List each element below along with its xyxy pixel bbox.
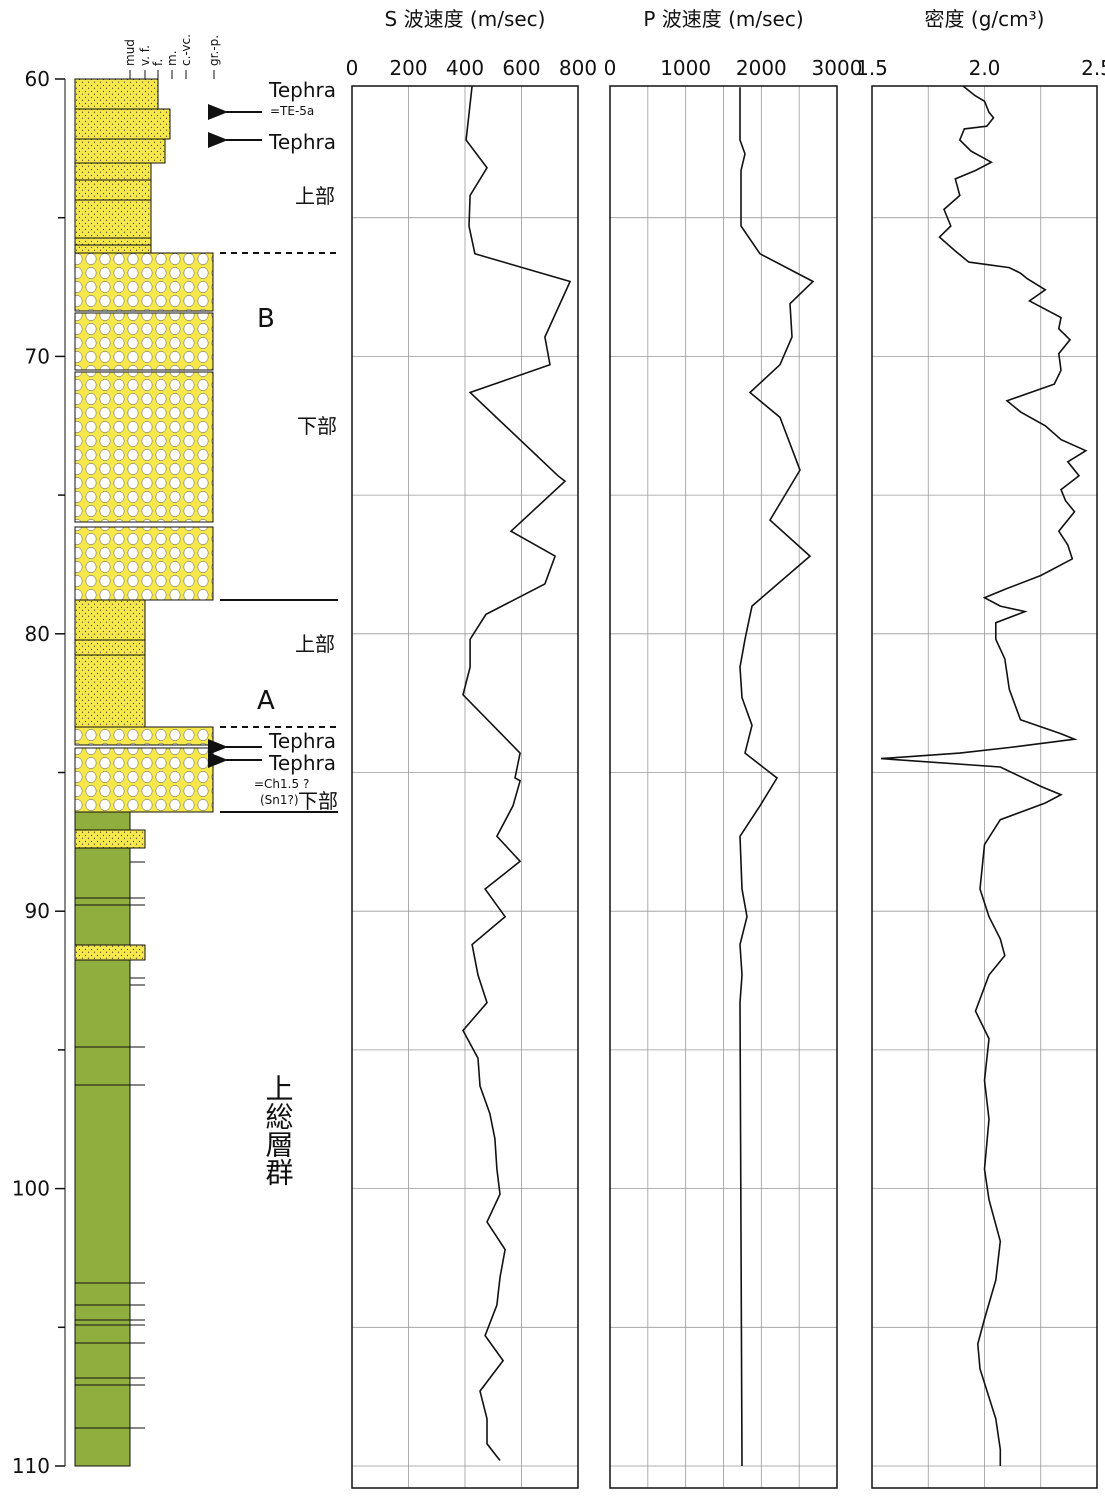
x-tick-label: 0 (346, 56, 359, 80)
grain-size-label: mud (123, 39, 137, 66)
profile-line (881, 86, 1086, 1466)
annotation: =TE-5a (270, 104, 314, 118)
grain-size-label: f. (151, 59, 165, 66)
annotation: Tephra (268, 78, 336, 102)
annotation: 下部 (297, 414, 337, 438)
x-tick-label: 0 (604, 56, 617, 80)
x-tick-label: 1.5 (856, 56, 888, 80)
x-tick-label: 600 (502, 56, 540, 80)
annotation: Tephra (268, 130, 336, 154)
annotation: 上部 (295, 632, 335, 656)
y-tick-label: 90 (25, 899, 50, 923)
chart-title: 密度 (g/cm³) (925, 7, 1045, 31)
chart-title: S 波速度 (m/sec) (385, 7, 546, 31)
annotation: B (257, 304, 275, 334)
x-tick-label: 2.5 (1081, 56, 1105, 80)
grain-size-label: c.-vc. (179, 34, 193, 66)
annotations (220, 112, 340, 812)
x-tick-label: 2.0 (969, 56, 1001, 80)
grain-size-label: m. (165, 50, 179, 66)
chart-title: P 波速度 (m/sec) (643, 7, 803, 31)
grain-size-label: v. f. (138, 45, 152, 66)
annotation: Tephra (268, 729, 336, 753)
y-tick-label: 60 (25, 67, 50, 91)
y-tick-label: 70 (25, 344, 50, 368)
figure: Tephra =TE-5a Tephra 上部 B 下部 上部 A Tephra… (0, 0, 1105, 1492)
x-tick-label: 1000 (660, 56, 711, 80)
formation-label: 上総層群 (262, 1074, 295, 1186)
y-tick-label: 80 (25, 622, 50, 646)
annotation: 上部 (295, 184, 335, 208)
annotation: 下部 (298, 789, 338, 813)
x-tick-label: 2000 (736, 56, 787, 80)
profile-line (463, 86, 570, 1461)
x-tick-label: 3000 (812, 56, 863, 80)
grain-size-label: gr.-p. (207, 35, 221, 66)
annotation: (Sn1?) (260, 793, 299, 807)
y-tick-label: 100 (12, 1177, 50, 1201)
lithology-column (75, 79, 213, 1466)
profile-line (740, 87, 813, 1466)
annotation: Tephra (268, 751, 336, 775)
x-tick-label: 200 (389, 56, 427, 80)
annotation: A (257, 686, 275, 716)
x-tick-label: 400 (446, 56, 484, 80)
y-tick-label: 110 (12, 1454, 50, 1478)
x-tick-label: 800 (559, 56, 597, 80)
